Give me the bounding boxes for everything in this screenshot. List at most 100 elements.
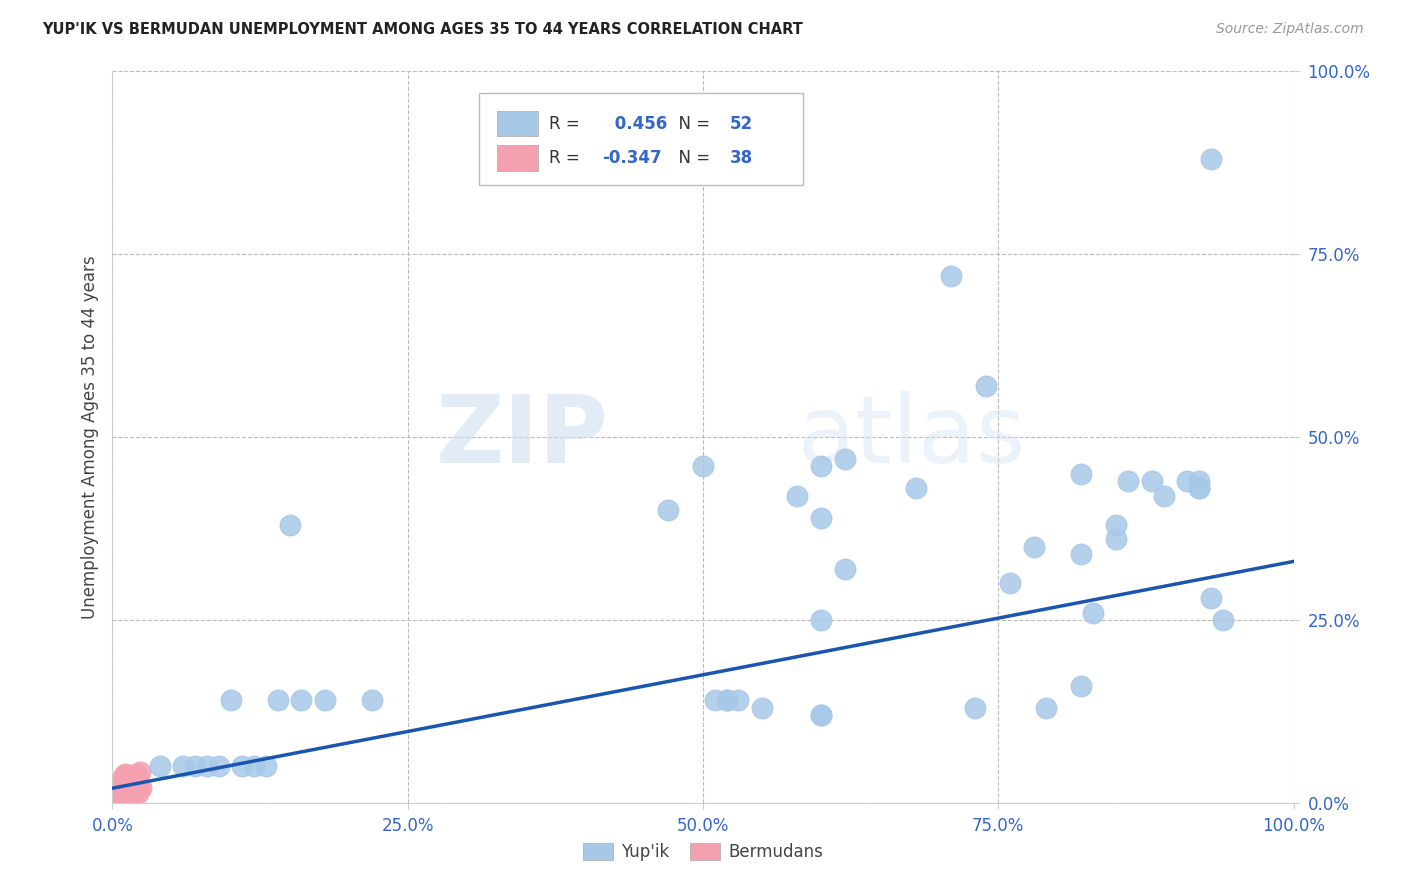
Point <box>1175 474 1198 488</box>
Text: 0.456: 0.456 <box>609 115 666 133</box>
Text: R =: R = <box>550 115 585 133</box>
Point <box>1140 474 1163 488</box>
Point <box>114 766 136 780</box>
Point <box>127 773 149 788</box>
Text: R =: R = <box>550 149 585 168</box>
Point <box>692 459 714 474</box>
Point <box>810 613 832 627</box>
Point <box>998 576 1021 591</box>
Text: -0.347: -0.347 <box>603 149 662 168</box>
Point <box>120 772 142 786</box>
Point <box>125 766 148 780</box>
Point <box>810 708 832 723</box>
Point <box>361 693 384 707</box>
Point <box>963 700 986 714</box>
Point <box>112 770 135 784</box>
Point <box>1070 679 1092 693</box>
Point <box>125 777 148 792</box>
Point <box>120 789 142 803</box>
Point <box>122 771 145 785</box>
Point <box>122 785 145 799</box>
Point <box>1153 489 1175 503</box>
Point <box>810 708 832 723</box>
Point <box>118 773 141 788</box>
Point <box>939 269 962 284</box>
Legend: Yup'ik, Bermudans: Yup'ik, Bermudans <box>576 836 830 868</box>
Point <box>112 782 135 797</box>
Point <box>1070 547 1092 561</box>
Point <box>1022 540 1045 554</box>
Point <box>111 785 134 799</box>
Point <box>1116 474 1139 488</box>
Text: N =: N = <box>668 149 714 168</box>
Point <box>112 781 135 796</box>
Point <box>114 780 136 794</box>
Point <box>231 759 253 773</box>
Point <box>120 775 142 789</box>
Point <box>703 693 725 707</box>
Text: 52: 52 <box>730 115 754 133</box>
Point <box>716 693 738 707</box>
Point <box>219 693 242 707</box>
Point <box>120 770 142 784</box>
Point <box>172 759 194 773</box>
Point <box>1188 481 1211 495</box>
Point <box>115 784 138 798</box>
Point <box>149 759 172 773</box>
Point <box>115 777 138 792</box>
Point <box>278 517 301 532</box>
Point <box>1105 533 1128 547</box>
Point <box>129 781 152 796</box>
Point <box>1199 152 1222 166</box>
Point <box>208 759 231 773</box>
Point <box>314 693 336 707</box>
Point <box>120 782 142 797</box>
Y-axis label: Unemployment Among Ages 35 to 44 years: Unemployment Among Ages 35 to 44 years <box>80 255 98 619</box>
Point <box>117 775 139 789</box>
Point <box>121 768 143 782</box>
Point <box>834 562 856 576</box>
Point <box>128 765 150 780</box>
Point <box>117 787 139 801</box>
Point <box>254 759 277 773</box>
Point <box>810 459 832 474</box>
Point <box>195 759 218 773</box>
Point <box>267 693 290 707</box>
Point <box>127 786 149 800</box>
Point <box>751 700 773 714</box>
Point <box>1081 606 1104 620</box>
Point <box>127 769 149 783</box>
Point <box>184 759 207 773</box>
Point <box>107 789 129 803</box>
Text: 38: 38 <box>730 149 754 168</box>
Point <box>1070 467 1092 481</box>
Point <box>810 510 832 524</box>
FancyBboxPatch shape <box>498 145 537 171</box>
Point <box>111 777 134 791</box>
Point <box>121 778 143 792</box>
Point <box>976 379 998 393</box>
Point <box>716 693 738 707</box>
Point <box>834 452 856 467</box>
Point <box>112 789 135 803</box>
Text: YUP'IK VS BERMUDAN UNEMPLOYMENT AMONG AGES 35 TO 44 YEARS CORRELATION CHART: YUP'IK VS BERMUDAN UNEMPLOYMENT AMONG AG… <box>42 22 803 37</box>
Point <box>124 773 146 788</box>
Point <box>657 503 679 517</box>
FancyBboxPatch shape <box>498 111 537 136</box>
Text: atlas: atlas <box>797 391 1026 483</box>
Point <box>243 759 266 773</box>
Point <box>1199 591 1222 605</box>
Text: N =: N = <box>668 115 714 133</box>
Point <box>1212 613 1234 627</box>
FancyBboxPatch shape <box>478 94 803 185</box>
Point <box>118 780 141 794</box>
Point <box>112 772 135 787</box>
Point <box>786 489 808 503</box>
Point <box>124 785 146 799</box>
Point <box>290 693 312 707</box>
Point <box>117 768 139 782</box>
Point <box>1035 700 1057 714</box>
Text: Source: ZipAtlas.com: Source: ZipAtlas.com <box>1216 22 1364 37</box>
Text: ZIP: ZIP <box>436 391 609 483</box>
Point <box>727 693 749 707</box>
